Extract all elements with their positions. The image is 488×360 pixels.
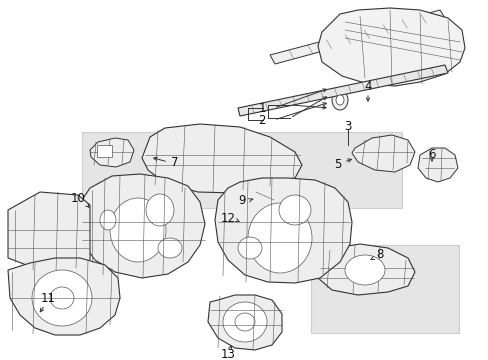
Ellipse shape [100,210,116,230]
Text: 2: 2 [258,113,265,126]
Polygon shape [8,192,90,272]
Text: 12: 12 [220,211,235,225]
Text: 6: 6 [427,148,435,162]
Text: 3: 3 [344,120,351,132]
Ellipse shape [223,302,266,342]
Ellipse shape [32,270,92,326]
Ellipse shape [335,95,343,105]
Polygon shape [78,174,204,278]
Ellipse shape [235,313,254,331]
Polygon shape [269,10,444,64]
Ellipse shape [50,287,74,309]
Polygon shape [238,65,447,116]
Text: 10: 10 [70,192,85,204]
Text: 7: 7 [171,156,179,168]
Polygon shape [8,258,120,335]
Bar [82,132,401,208]
Text: 8: 8 [376,248,383,261]
Text: 1: 1 [258,102,265,114]
Polygon shape [142,124,302,193]
Text: 13: 13 [220,348,235,360]
Ellipse shape [252,191,276,201]
Bar [97,145,112,157]
Ellipse shape [279,195,310,225]
Text: 4: 4 [364,81,371,94]
Text: 9: 9 [238,194,245,207]
Polygon shape [417,148,457,182]
Bar [310,245,458,333]
Ellipse shape [110,198,165,262]
Ellipse shape [238,237,262,259]
Ellipse shape [146,194,174,226]
Ellipse shape [158,238,182,258]
Polygon shape [317,8,464,86]
Ellipse shape [247,203,311,273]
Text: 11: 11 [41,292,55,305]
Polygon shape [90,138,134,167]
Polygon shape [317,244,414,295]
Polygon shape [215,178,351,283]
Polygon shape [351,135,414,172]
Polygon shape [207,295,282,350]
Ellipse shape [331,90,347,110]
Ellipse shape [345,255,384,285]
Text: 5: 5 [334,158,341,171]
